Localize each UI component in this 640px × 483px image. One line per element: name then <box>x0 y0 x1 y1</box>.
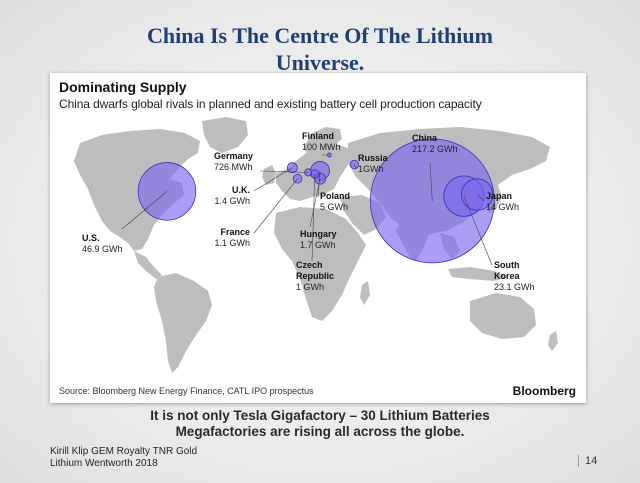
label-value-south-korea: 23.1 GWh <box>494 282 535 292</box>
footer-line-2: Lithium Wentworth 2018 <box>50 458 158 469</box>
leader-line-hungary <box>309 178 321 228</box>
leader-line-russia <box>354 164 357 170</box>
page-number: 14 <box>578 455 597 467</box>
label-value-czech-republic: 1 GWh <box>296 282 324 292</box>
label-value-japan: 14 GWh <box>486 202 519 212</box>
label-country-finland: Finland <box>302 131 334 141</box>
label-country-u-s-: U.S. <box>82 233 100 243</box>
leader-line-layer <box>121 154 493 266</box>
chart-title: Dominating Supply <box>59 79 187 95</box>
label-value-u-s-: 46.9 GWh <box>82 244 123 254</box>
slide-footer: Kirill Klip GEM Royalty TNR Gold Lithium… <box>50 446 197 470</box>
label-country-czech-republic-2: Republic <box>296 271 334 281</box>
label-country-china: China <box>412 133 438 143</box>
landmass-new-zealand <box>548 331 558 351</box>
leader-line-france <box>253 178 298 234</box>
label-value-russia: 1GWh <box>358 164 384 174</box>
bubble-u-s- <box>137 162 197 221</box>
slide-title: China Is The Centre Of The Lithium Unive… <box>40 22 600 76</box>
label-value-finland: 100 MWh <box>302 142 341 152</box>
leader-line-germany <box>259 170 309 173</box>
leader-line-u-s- <box>121 191 168 230</box>
label-value-germany: 726 MWh <box>214 162 253 172</box>
caption-line-1: It is not only Tesla Gigafactory – 30 Li… <box>150 408 490 423</box>
landmass-north-america <box>74 129 200 251</box>
chart-card: China 217.2 GWh U.S. 46.9 GWh South Korea 23.1… <box>50 73 586 403</box>
chart-source: Source: Bloomberg New Energy Finance, CA… <box>59 386 314 396</box>
label-country-u-k-: U.K. <box>232 185 250 195</box>
landmass-south-america <box>154 273 212 373</box>
label-value-u-k-: 1.4 GWh <box>214 196 250 206</box>
chart-subtitle: China dwarfs global rivals in planned an… <box>59 97 482 111</box>
label-country-germany: Germany <box>214 151 253 161</box>
label-country-hungary: Hungary <box>300 229 337 239</box>
bloomberg-logo: Bloomberg <box>512 384 576 398</box>
footer-line-1: Kirill Klip GEM Royalty TNR Gold <box>50 446 198 457</box>
slide-title-line-1: China Is The Centre Of The Lithium <box>147 23 493 48</box>
landmass-indonesia <box>448 267 508 281</box>
leader-line-japan <box>476 194 485 202</box>
leader-line-south-korea <box>463 196 493 266</box>
label-country-japan: Japan <box>486 191 512 201</box>
label-value-hungary: 1.7 GWh <box>300 240 336 250</box>
label-country-russia: Russia <box>358 153 389 163</box>
landmass-scandinavia <box>304 127 342 155</box>
label-value-poland: 5 GWh <box>320 202 348 212</box>
landmass-australia <box>470 293 536 339</box>
slide-title-line-2: Universe. <box>275 50 365 75</box>
leader-line-china <box>429 162 433 201</box>
landmass-madagascar <box>360 281 370 305</box>
label-country-south-korea-1: South <box>494 260 520 270</box>
label-value-france: 1.1 GWh <box>214 238 250 248</box>
label-country-south-korea-2: Korea <box>494 271 521 281</box>
landmass-central-america <box>134 251 162 279</box>
landmass-africa <box>274 207 366 321</box>
slide-caption: It is not only Tesla Gigafactory – 30 Li… <box>60 408 580 440</box>
bubble-u-k- <box>286 162 298 174</box>
label-country-poland: Poland <box>320 191 350 201</box>
caption-line-2: Megafactories are rising all across the … <box>175 424 465 439</box>
label-country-france: France <box>220 227 250 237</box>
bubble-france <box>292 173 303 184</box>
label-value-china: 217.2 GWh <box>412 144 458 154</box>
landmass-greenland <box>202 117 248 153</box>
label-country-czech-republic-1: Czech <box>296 260 323 270</box>
leader-line-czech-republic <box>311 173 316 262</box>
